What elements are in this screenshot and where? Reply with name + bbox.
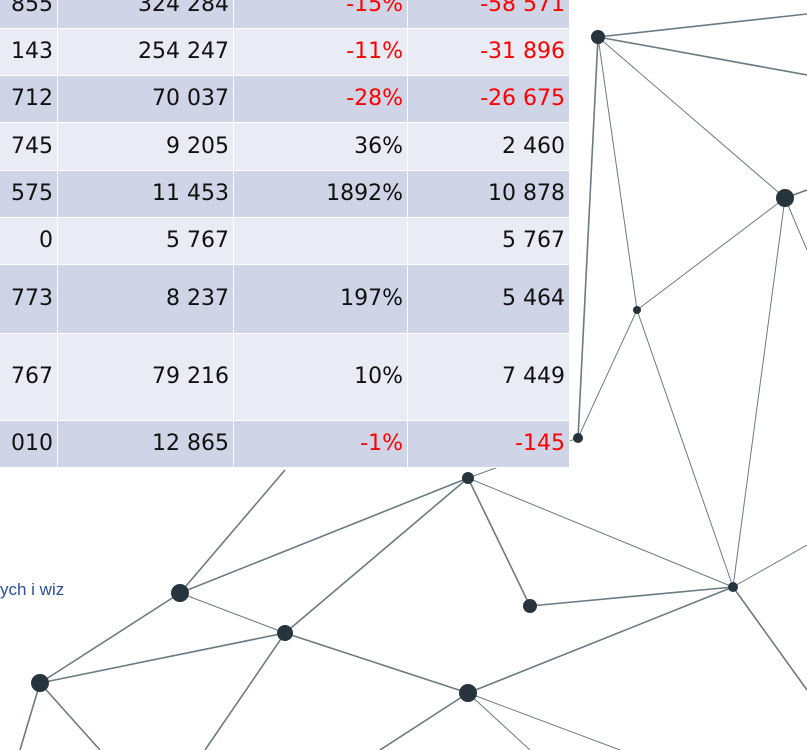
table-cell: 0 <box>0 217 58 264</box>
table-cell: 11 453 <box>58 170 234 217</box>
table-cell: 9 205 <box>58 122 234 170</box>
table-cell: -145 <box>408 420 570 467</box>
table-cell: 855 <box>0 0 58 28</box>
table-cell: 712 <box>0 75 58 122</box>
table-cell: -31 896 <box>408 28 570 75</box>
table-cell: 79 216 <box>58 333 234 420</box>
table-cell: 197% <box>234 264 408 333</box>
page: 855324 284-15%-58 571143254 247-11%-31 8… <box>0 0 807 750</box>
table-cell: 745 <box>0 122 58 170</box>
table-cell: -28% <box>234 75 408 122</box>
table-cell: 1892% <box>234 170 408 217</box>
table-cell: -1% <box>234 420 408 467</box>
table-cell: 575 <box>0 170 58 217</box>
table-cell: -58 571 <box>408 0 570 28</box>
table-cell: 010 <box>0 420 58 467</box>
footer-text: ych i wiz <box>0 580 64 600</box>
table-cell: -26 675 <box>408 75 570 122</box>
table-cell: 8 237 <box>58 264 234 333</box>
table-cell: -11% <box>234 28 408 75</box>
table-cell: 5 767 <box>58 217 234 264</box>
table-cell: -15% <box>234 0 408 28</box>
table-cell: 12 865 <box>58 420 234 467</box>
table-cell: 767 <box>0 333 58 420</box>
table-cell: 70 037 <box>58 75 234 122</box>
table-cell: 2 460 <box>408 122 570 170</box>
table-cell <box>234 217 408 264</box>
table-cell: 254 247 <box>58 28 234 75</box>
table-cell: 5 464 <box>408 264 570 333</box>
table-cell: 324 284 <box>58 0 234 28</box>
table-cell: 5 767 <box>408 217 570 264</box>
table-cell: 7 449 <box>408 333 570 420</box>
table-cell: 10% <box>234 333 408 420</box>
table-cell: 36% <box>234 122 408 170</box>
table-cell: 10 878 <box>408 170 570 217</box>
table-cell: 143 <box>0 28 58 75</box>
table-cell: 773 <box>0 264 58 333</box>
